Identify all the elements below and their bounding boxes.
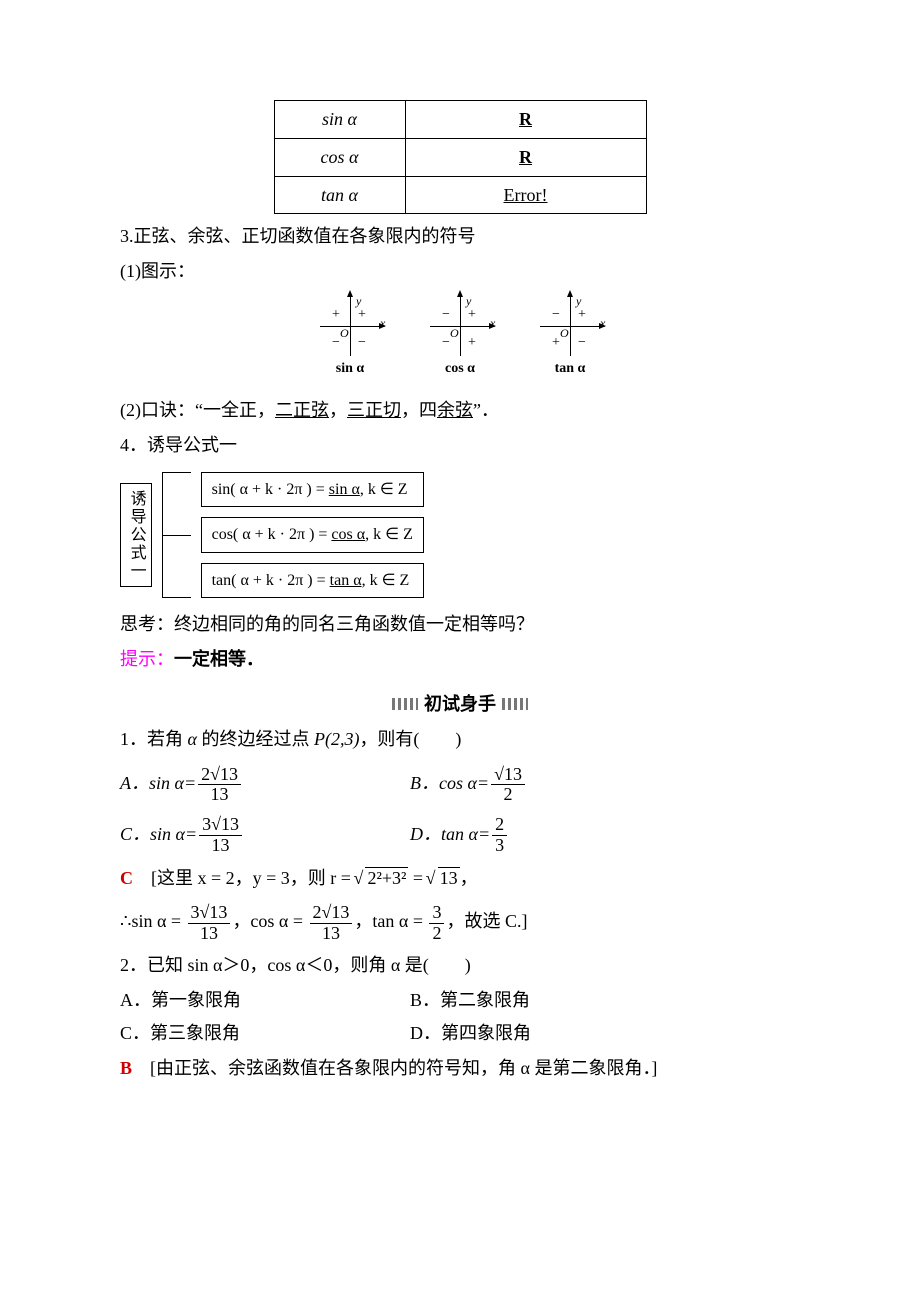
q2-sign: +	[332, 304, 340, 326]
underline-text: 二正弦	[275, 400, 329, 420]
hint-text: 一定相等．	[174, 649, 264, 669]
sign-tan: y x O − + + − tan α	[530, 296, 610, 386]
q3-sign: −	[332, 332, 340, 354]
x-axis	[540, 326, 600, 327]
hint-line: 提示：一定相等．	[120, 645, 800, 674]
text: (2)口诀：“一全正，	[120, 400, 275, 420]
q4-sign: −	[578, 332, 586, 354]
q1-sign: +	[468, 304, 476, 326]
option-b: B．cos α=√132	[410, 760, 527, 807]
q4-sign: −	[358, 332, 366, 354]
x-label: x	[600, 314, 605, 333]
q2-sign: −	[552, 304, 560, 326]
think-text: 终边相同的角的同名三角函数值一定相等吗？	[174, 614, 534, 634]
heading-3: 3.正弦、余弦、正切函数值在各象限内的符号	[120, 222, 800, 251]
answer-letter: C	[120, 868, 133, 888]
diagram-caption: tan α	[530, 358, 610, 380]
bracket-icon	[162, 472, 191, 599]
q1-solution-2: ∴sin α = 3√1313，cos α = 2√1313，tan α = 3…	[120, 898, 800, 945]
banner-bar-icon	[502, 698, 528, 710]
option-a: A．sin α=2√1313	[120, 760, 410, 807]
origin-label: O	[560, 324, 569, 343]
q2-solution: B [由正弦、余弦函数值在各象限内的符号知，角 α 是第二象限角．]	[120, 1054, 800, 1083]
domain-table: sin α R cos α R tan α Error!	[274, 100, 647, 214]
q2-opts-cd: C．第三象限角 D．第四象限角	[120, 1019, 800, 1048]
underline-text: 余弦	[437, 400, 473, 420]
formula-cos: cos( α + k · 2π ) = cos α, k ∈ Z	[201, 517, 424, 553]
sign-cos: y x O − + − + cos α	[420, 296, 500, 386]
q3-sign: +	[552, 332, 560, 354]
text: ”．	[473, 400, 499, 420]
diagram-caption: sin α	[310, 358, 390, 380]
underline-text: 三正切	[347, 400, 401, 420]
q1-sign: +	[358, 304, 366, 326]
text: ，	[329, 400, 347, 420]
q2-sign: −	[442, 304, 450, 326]
heading-4: 4．诱导公式一	[120, 431, 800, 460]
think-line: 思考：终边相同的角的同名三角函数值一定相等吗？	[120, 610, 800, 639]
formula-sin: sin( α + k · 2π ) = sin α, k ∈ Z	[201, 472, 424, 508]
formula-tan: tan( α + k · 2π ) = tan α, k ∈ Z	[201, 563, 424, 599]
domain-cell: Error!	[405, 176, 646, 214]
func-cell: sin α	[274, 101, 405, 139]
table-row: cos α R	[274, 138, 646, 176]
option-d: D．tan α=23	[410, 811, 509, 858]
banner-bar-icon	[392, 698, 418, 710]
table-row: sin α R	[274, 101, 646, 139]
sign-sin: y x O + + − − sin α	[310, 296, 390, 386]
sub-2: (2)口诀：“一全正，二正弦，三正切，四余弦”．	[120, 396, 800, 425]
q2-opts-ab: A．第一象限角 B．第二象限角	[120, 986, 800, 1015]
question-2: 2．已知 sin α＞0，cos α＜0，则角 α 是( )	[120, 951, 800, 980]
answer-letter: B	[120, 1058, 132, 1078]
origin-label: O	[340, 324, 349, 343]
formula-label: 诱导公式一	[120, 483, 152, 587]
think-label: 思考：	[120, 614, 174, 634]
q1-opts-ab: A．sin α=2√1313 B．cos α=√132	[120, 760, 800, 807]
text: ，四	[401, 400, 437, 420]
q1-solution-1: C [这里 x = 2，y = 3，则 r = 2²+3² = 13，	[120, 864, 800, 893]
func-cell: tan α	[274, 176, 405, 214]
func-cell: cos α	[274, 138, 405, 176]
question-1: 1．若角 α 的终边经过点 P(2,3)，则有( )	[120, 725, 800, 754]
diagram-caption: cos α	[420, 358, 500, 380]
q1-opts-cd: C．sin α=3√1313 D．tan α=23	[120, 811, 800, 858]
sub-1: (1)图示：	[120, 257, 800, 286]
quadrant-signs: y x O + + − − sin α y x O − + − + cos α …	[120, 296, 800, 386]
x-label: x	[490, 314, 495, 333]
x-axis	[430, 326, 490, 327]
induction-formula: 诱导公式一 sin( α + k · 2π ) = sin α, k ∈ Z c…	[120, 472, 800, 599]
table-row: tan α Error!	[274, 176, 646, 214]
origin-label: O	[450, 324, 459, 343]
q4-sign: +	[468, 332, 476, 354]
q1-sign: +	[578, 304, 586, 326]
formula-list: sin( α + k · 2π ) = sin α, k ∈ Z cos( α …	[201, 472, 424, 599]
option-c: C．sin α=3√1313	[120, 811, 410, 858]
x-axis	[320, 326, 380, 327]
option-a: A．第一象限角	[120, 986, 410, 1015]
banner-text: 初试身手	[424, 690, 496, 719]
option-d: D．第四象限角	[410, 1019, 531, 1048]
domain-cell: R	[405, 101, 646, 139]
section-banner: 初试身手	[120, 690, 800, 719]
hint-label: 提示：	[120, 649, 174, 669]
option-b: B．第二象限角	[410, 986, 530, 1015]
q3-sign: −	[442, 332, 450, 354]
option-c: C．第三象限角	[120, 1019, 410, 1048]
domain-cell: R	[405, 138, 646, 176]
x-label: x	[380, 314, 385, 333]
